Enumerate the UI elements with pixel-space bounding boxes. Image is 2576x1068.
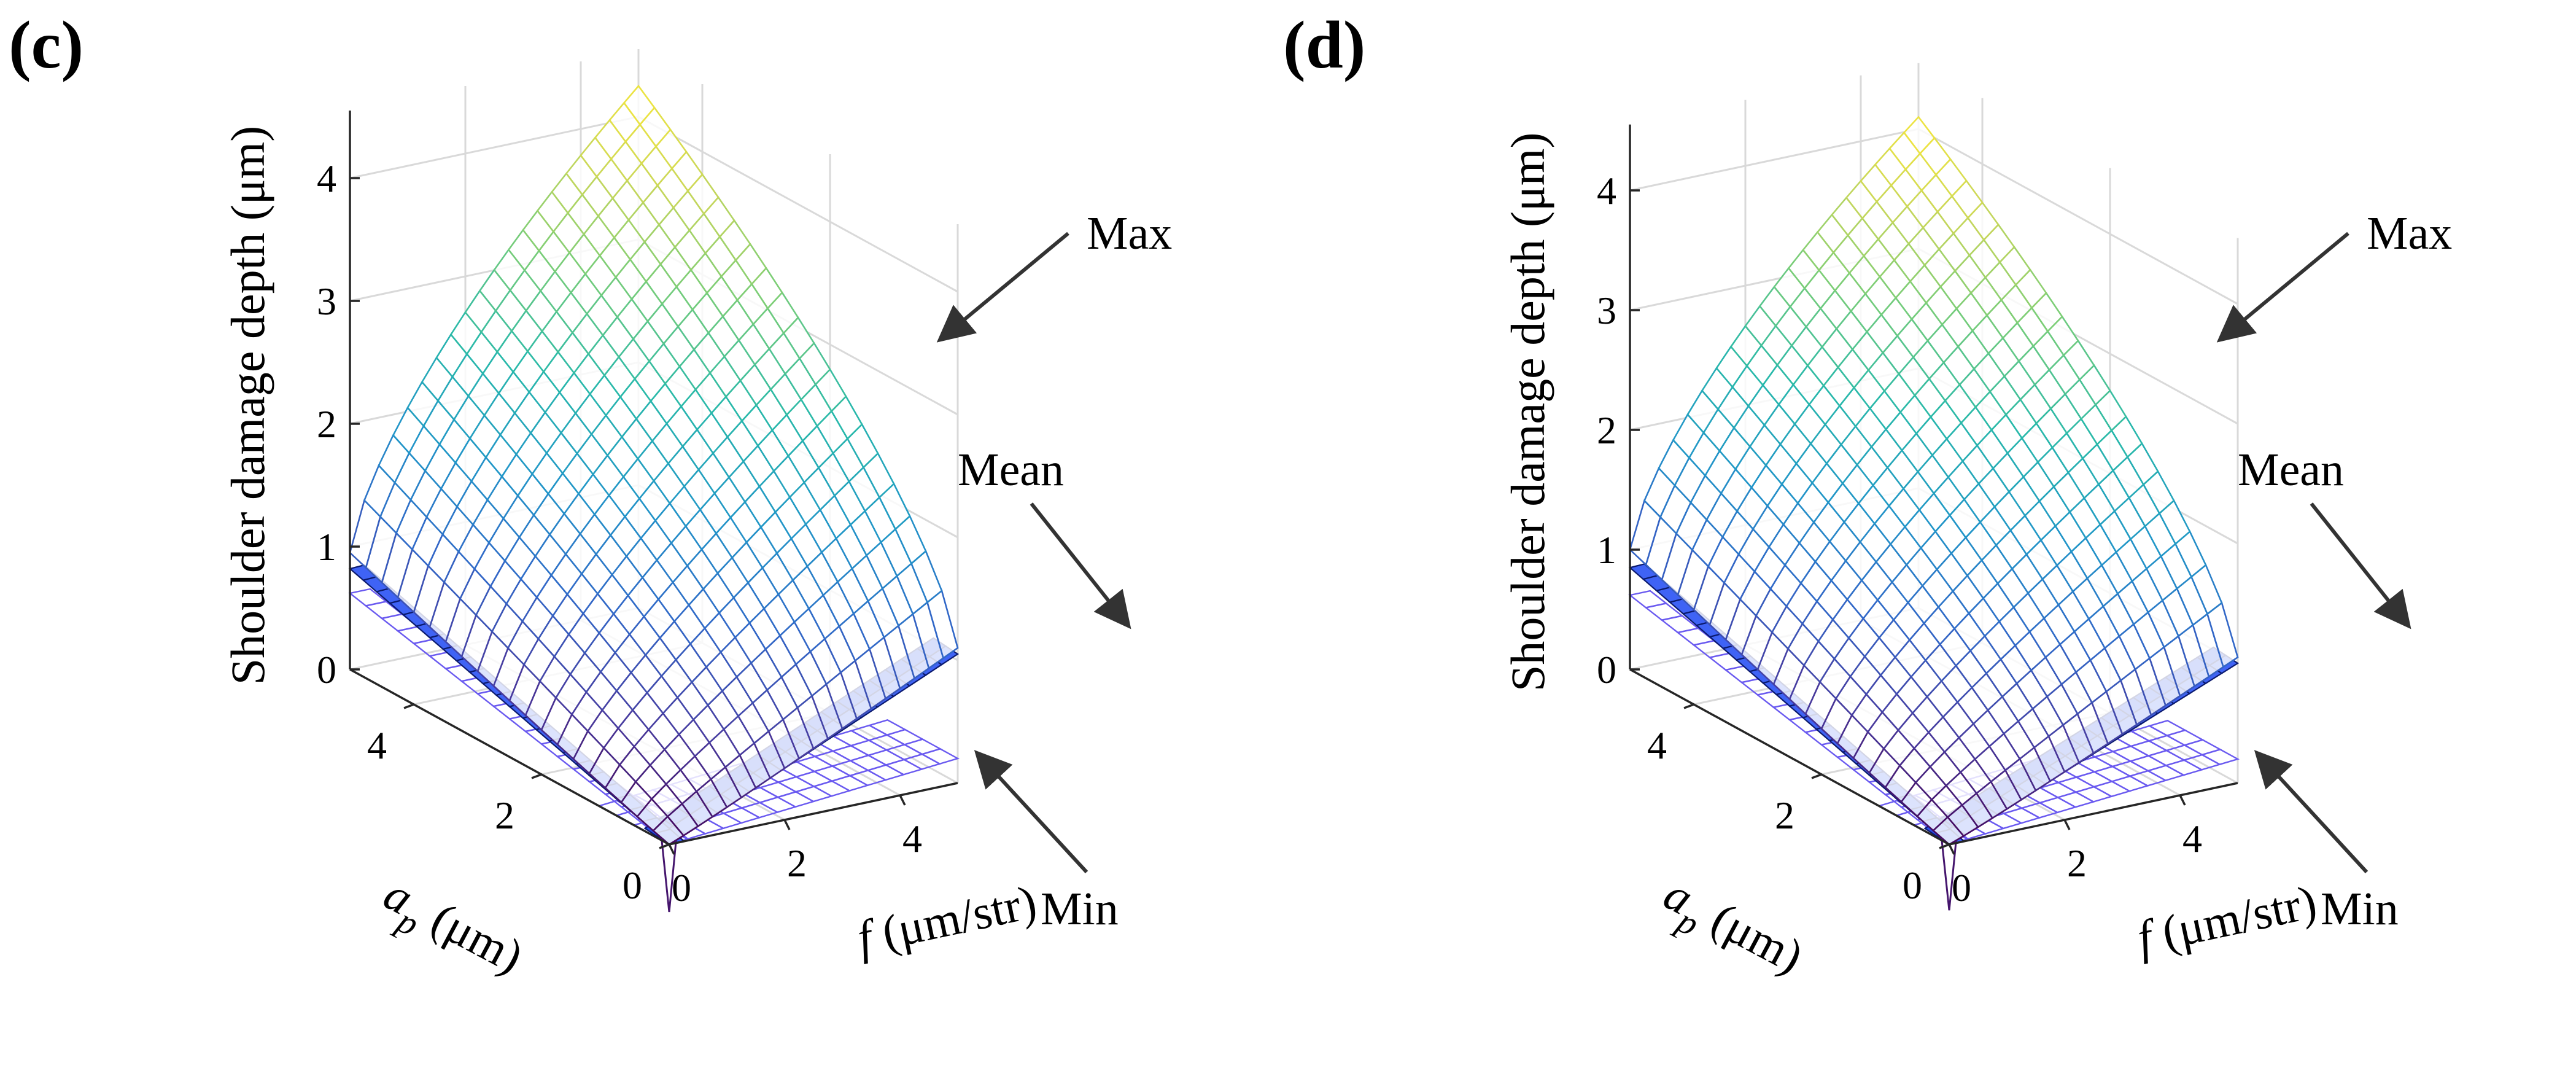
axes-layer (1629, 124, 2238, 846)
z-tick-label: 0 (1597, 648, 1616, 692)
annotation-label-max: Max (2367, 208, 2452, 259)
z-axis-label: Shoulder damage depth (μm) (1501, 133, 1554, 692)
f-axis-label: f (μm/str) (853, 875, 1041, 964)
annotations: Max Mean Min (2216, 208, 2452, 935)
z-axis-label: Shoulder damage depth (μm) (221, 126, 274, 685)
annotation-label-mean: Mean (2238, 444, 2344, 496)
ap-tick (1811, 773, 1822, 779)
annotation-label-min: Min (1041, 883, 1119, 935)
annotation-arrow (2216, 232, 2349, 343)
f-tick (668, 844, 675, 855)
f-unit: (μm/str) (2146, 875, 2321, 962)
mesh-cell (1903, 115, 1936, 155)
mesh-cell (867, 719, 907, 736)
annotation-arrow (2310, 502, 2411, 629)
mesh-cell (2165, 729, 2205, 746)
annotations: Max Mean Min (936, 208, 1172, 935)
panel-label: (d) (1283, 7, 1365, 82)
f-tick (1948, 844, 1955, 855)
f-tick (2179, 795, 2186, 806)
ap-axis-line (349, 668, 670, 846)
z-tick-label: 3 (1597, 289, 1616, 332)
ap-tick (659, 843, 670, 849)
ap-tick (1683, 703, 1694, 709)
f-axis-label: f (μm/str) (2133, 875, 2321, 964)
mesh-cell (2182, 739, 2222, 756)
f-tick (2063, 819, 2071, 830)
f-tick (783, 819, 791, 830)
ap-tick (531, 773, 542, 779)
f-tick-label: 2 (2067, 841, 2087, 885)
annotation-label-mean: Mean (958, 444, 1064, 496)
z-tick-label: 2 (317, 402, 336, 446)
z-tick-label: 1 (317, 525, 336, 569)
mesh-cell (920, 748, 960, 765)
annotation-arrow (974, 750, 1088, 874)
annotation-arrow (1030, 502, 1131, 629)
z-tick-label: 2 (1597, 408, 1616, 452)
ap-tick-label: 4 (367, 723, 387, 767)
gridline (1629, 128, 1919, 192)
mesh-cell (885, 728, 925, 746)
ap-tick (1939, 843, 1950, 849)
mesh-cell (902, 738, 942, 755)
gridline (1918, 128, 2238, 305)
ap-tick-label: 0 (1903, 863, 1922, 907)
mesh-cell (2200, 749, 2240, 765)
z-tick-label: 4 (1597, 169, 1616, 212)
z-tick-label: 3 (317, 279, 336, 323)
f-unit: (μm/str) (866, 875, 1041, 962)
mesh-cell (2147, 720, 2187, 736)
z-tick-label: 0 (317, 648, 336, 692)
f-tick-label: 2 (787, 841, 807, 885)
annotation-arrow (2254, 750, 2368, 874)
ap-tick-label: 2 (1775, 793, 1794, 837)
ap-tick-label: 0 (623, 863, 642, 907)
f-axis-line (669, 782, 958, 846)
gridline (349, 115, 639, 179)
ap-unit: (μm) (413, 886, 532, 983)
f-axis-line (1949, 782, 2238, 846)
f-tick-label: 0 (672, 866, 691, 910)
mesh-cell (1628, 590, 1668, 609)
annotation-label-min: Min (2321, 883, 2399, 935)
mesh-cell (623, 84, 656, 126)
ap-axis-line (1629, 668, 1950, 846)
ap-unit: (μm) (1693, 886, 1812, 983)
surface-dip (1941, 838, 1957, 911)
f-tick-label: 4 (2182, 817, 2202, 860)
max-surface (1629, 115, 2239, 911)
surface-dip (661, 838, 677, 913)
f-tick-label: 4 (902, 817, 922, 860)
mesh-cell (348, 588, 388, 607)
ap-tick (403, 703, 414, 709)
ap-tick-label: 2 (495, 793, 514, 837)
annotation-label-max: Max (1087, 208, 1172, 259)
z-tick-label: 4 (317, 157, 336, 200)
annotation-arrow (936, 232, 1069, 343)
panel-label: (c) (9, 7, 83, 82)
ap-tick-label: 4 (1647, 723, 1667, 767)
gridline (638, 115, 958, 293)
axes-layer (349, 111, 958, 846)
ap-axis-label: ap (μm) (370, 867, 532, 994)
ap-axis-label: ap (μm) (1650, 867, 1812, 994)
f-tick (899, 795, 906, 806)
max-surface (349, 84, 959, 913)
z-tick-label: 1 (1597, 528, 1616, 572)
f-tick-label: 0 (1952, 866, 1971, 910)
